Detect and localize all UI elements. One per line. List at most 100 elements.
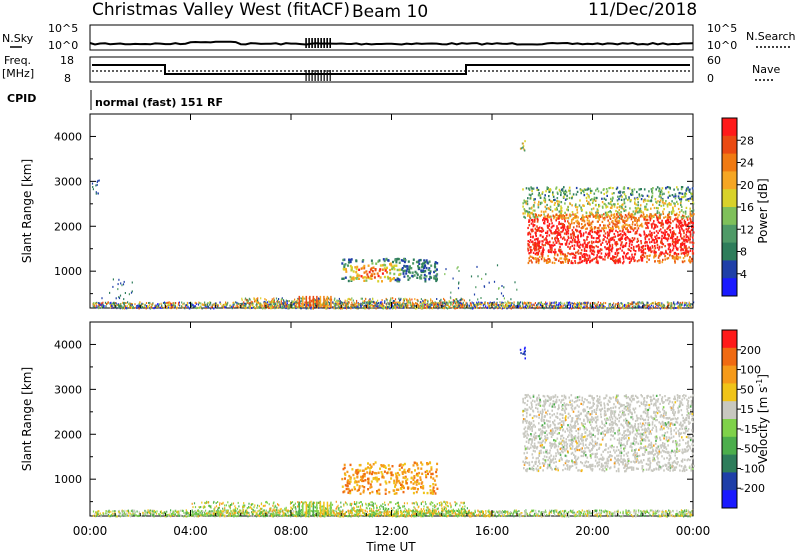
power-band-point: [524, 210, 527, 213]
power-ground-point: [126, 305, 128, 308]
power-band-point: [536, 220, 539, 223]
power-band-point: [523, 215, 525, 218]
power-ground-point: [471, 301, 473, 304]
power-ground-point: [510, 307, 512, 310]
power-band-point: [580, 235, 582, 238]
power-band-point: [650, 240, 653, 243]
power-band-point: [563, 227, 565, 230]
power-ground-point: [271, 307, 273, 309]
power-ground-point: [303, 303, 306, 306]
power-band-point: [677, 241, 679, 244]
power-band-point: [602, 234, 605, 237]
power-ground-point: [130, 306, 133, 309]
power-band-point: [651, 226, 653, 229]
power-ground-point: [404, 303, 406, 306]
power-ground-point: [416, 298, 418, 301]
power-band-point: [621, 225, 623, 228]
power-ground-point: [394, 303, 396, 306]
power-ground-point: [673, 305, 675, 308]
power-band-point: [627, 187, 629, 190]
power-band-point: [608, 223, 611, 226]
power-band-point: [589, 187, 591, 190]
power-band-point: [601, 227, 603, 230]
power-band-point: [528, 211, 531, 214]
power-ground-point: [111, 304, 113, 307]
power-ground-point: [398, 300, 401, 303]
power-band-point: [624, 232, 627, 235]
power-patch-point: [419, 275, 421, 279]
power-ground-point: [606, 307, 608, 310]
power-band-point: [530, 211, 532, 215]
power-band-point: [533, 198, 535, 201]
power-ground-point: [482, 304, 484, 307]
power-band-point: [659, 259, 661, 262]
power-ground-point: [411, 298, 413, 301]
power-ground-point: [376, 304, 378, 307]
power-ground-point: [204, 301, 206, 304]
power-band-point: [660, 231, 663, 234]
power-band-point: [638, 211, 640, 214]
power-band-point: [549, 208, 552, 211]
power-band-point: [596, 208, 599, 211]
power-band-point: [562, 252, 564, 255]
power-band-point: [677, 256, 680, 259]
power-band-point: [625, 252, 628, 256]
power-band-point: [547, 254, 549, 258]
power-band-point: [539, 196, 542, 199]
power-ground-point: [430, 306, 432, 309]
power-ground-point: [430, 299, 432, 302]
power-ground-point: [286, 302, 288, 305]
power-ground-point: [488, 302, 490, 305]
power-band-point: [602, 258, 604, 261]
power-patch-point: [411, 271, 414, 274]
power-ground-point: [297, 305, 299, 308]
power-ground-point: [438, 302, 440, 305]
power-patch-point: [367, 275, 370, 278]
power-ground-point: [557, 306, 559, 309]
power-band-point: [608, 240, 611, 243]
power-band-point: [640, 259, 643, 262]
power-ground-point: [517, 302, 519, 305]
power-band-point: [600, 243, 602, 246]
power-scatter-point: [129, 302, 131, 305]
power-band-point: [677, 195, 680, 198]
power-ground-point: [264, 302, 266, 305]
power-band-point: [567, 235, 570, 238]
power-band-point: [646, 194, 649, 197]
power-scatter-point: [477, 298, 479, 301]
power-patch-point: [385, 257, 388, 261]
power-ground-point: [274, 303, 276, 306]
power-band-point: [664, 215, 667, 218]
power-band-point: [561, 215, 563, 218]
power-band-point: [607, 202, 610, 205]
power-band-point: [586, 188, 588, 191]
power-band-point: [569, 189, 571, 192]
power-ground-point: [654, 301, 656, 304]
power-band-point: [630, 257, 633, 260]
power-ground-point: [317, 305, 319, 308]
power-ground-point: [643, 305, 645, 308]
power-ground-point: [571, 302, 573, 305]
power-band-point: [631, 213, 633, 216]
power-band-point: [564, 198, 567, 201]
power-band-point: [598, 229, 600, 232]
power-patch-point: [395, 259, 398, 262]
power-band-point: [603, 197, 606, 200]
power-ground-point: [281, 298, 283, 301]
power-ground-point: [151, 304, 153, 307]
power-scatter-point: [450, 291, 452, 294]
power-band-point: [530, 222, 533, 225]
power-ground-point: [172, 302, 174, 305]
power-ground-point: [237, 305, 239, 308]
power-scatter-point: [458, 270, 460, 272]
power-ground-point: [670, 307, 672, 310]
power-patch-point: [376, 272, 379, 275]
power-band-point: [615, 244, 618, 247]
power-band-point: [677, 247, 679, 250]
power-ground-point: [432, 307, 434, 310]
power-band-point: [662, 210, 664, 213]
power-band-point: [599, 234, 601, 237]
power-ground-point: [631, 303, 633, 306]
power-ground-point: [474, 305, 476, 308]
power-ground-point: [592, 307, 594, 310]
